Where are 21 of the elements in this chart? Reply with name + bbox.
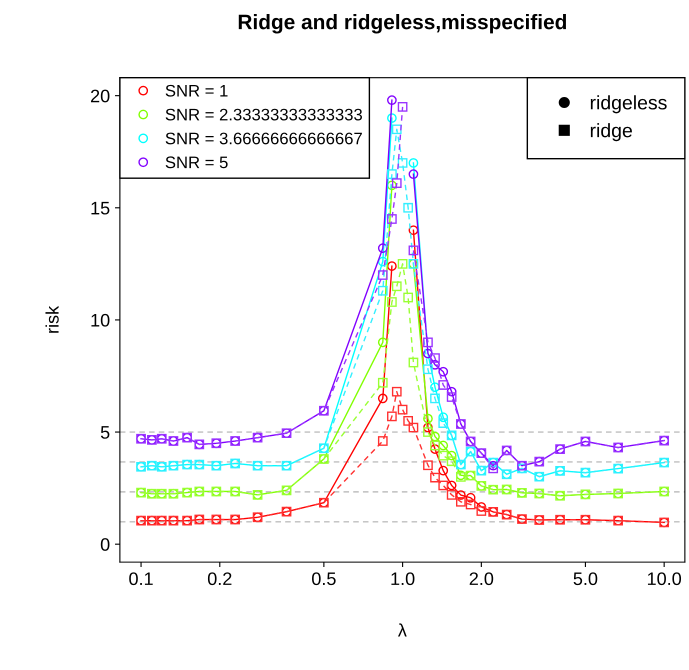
y-tick-label: 10 <box>91 314 110 327</box>
x-tick-label: 1.0 <box>391 572 414 586</box>
y-tick-label: 5 <box>100 426 110 439</box>
x-tick-label: 10.0 <box>648 572 682 586</box>
legend-label: SNR = 5 <box>166 156 228 168</box>
legend-label: SNR = 1 <box>166 84 228 97</box>
x-axis-title: λ <box>398 623 407 636</box>
legend-label: SNR = 3.66666666666667 <box>166 132 362 144</box>
annotation: ridgeless <box>590 95 667 114</box>
chart-title: Ridge and ridgeless,misspecified <box>238 14 566 34</box>
x-tick-label: 0.2 <box>208 572 232 586</box>
x-tick-label: 5.0 <box>574 572 598 586</box>
y-axis-title: risk <box>45 306 59 333</box>
legend-label: SNR = 2.33333333333333 <box>166 108 362 120</box>
x-tick-label: 0.5 <box>312 572 336 586</box>
x-tick-label: 2.0 <box>470 572 494 586</box>
y-tick-label: 15 <box>91 202 110 215</box>
y-tick-label: 0 <box>100 538 110 551</box>
x-tick-label: 0.1 <box>129 572 153 586</box>
annotation: ridge <box>590 123 632 142</box>
y-tick-label: 20 <box>90 90 110 102</box>
